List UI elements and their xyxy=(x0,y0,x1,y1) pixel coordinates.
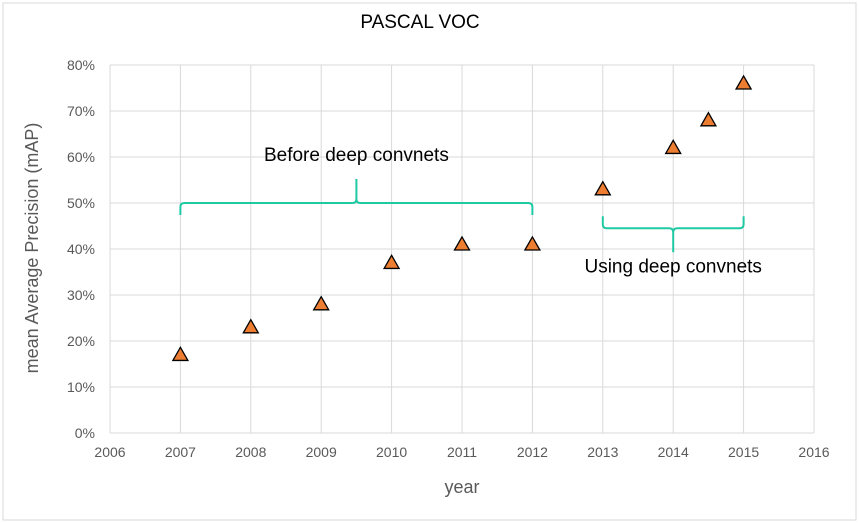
x-tick-label: 2015 xyxy=(728,444,759,460)
y-tick-label: 70% xyxy=(67,103,95,119)
y-axis-label: mean Average Precision (mAP) xyxy=(22,123,42,374)
x-tick-label: 2006 xyxy=(94,444,125,460)
data-point xyxy=(312,295,330,311)
annotation-bracket xyxy=(179,179,534,215)
data-point xyxy=(523,235,542,251)
y-tick-label: 30% xyxy=(67,287,95,303)
annotation-label: Before deep convnets xyxy=(264,145,449,166)
x-axis-ticks: 2006 2007 2008 2009 2010 2011 2012 2013 2014 2015… xyxy=(94,444,829,460)
chart-title: PASCAL VOC xyxy=(360,12,479,33)
data-point xyxy=(594,180,612,196)
gridlines xyxy=(109,64,815,434)
data-points xyxy=(171,74,753,362)
y-tick-label: 80% xyxy=(67,57,95,73)
y-tick-label: 20% xyxy=(67,333,95,349)
y-tick-label: 0% xyxy=(75,425,95,441)
x-tick-label: 2010 xyxy=(376,444,407,460)
data-point xyxy=(453,235,471,251)
annotation-bracket xyxy=(601,216,745,253)
x-tick-label: 2009 xyxy=(306,444,337,460)
data-point xyxy=(734,74,753,90)
y-tick-label: 50% xyxy=(67,195,95,211)
data-point xyxy=(664,138,682,155)
y-tick-label: 40% xyxy=(67,241,95,257)
y-tick-label: 10% xyxy=(67,379,95,395)
x-tick-label: 2008 xyxy=(235,444,266,460)
data-point xyxy=(382,253,401,270)
annotations: Before deep convnets Using deep convnets xyxy=(179,145,762,277)
x-tick-label: 2016 xyxy=(798,444,829,460)
x-tick-label: 2007 xyxy=(165,444,196,460)
data-point xyxy=(242,318,260,334)
x-tick-label: 2013 xyxy=(587,444,618,460)
data-point xyxy=(699,111,718,127)
y-tick-label: 60% xyxy=(67,149,95,165)
y-axis-ticks: 0% 10% 20% 30% 40% 50% 60% 70% 80% xyxy=(67,57,95,441)
annotation-label: Using deep convnets xyxy=(584,256,761,277)
x-axis-label: year xyxy=(444,477,479,497)
x-tick-label: 2014 xyxy=(658,444,689,460)
data-point xyxy=(171,345,190,362)
x-tick-label: 2012 xyxy=(517,444,548,460)
x-tick-label: 2011 xyxy=(447,444,477,460)
